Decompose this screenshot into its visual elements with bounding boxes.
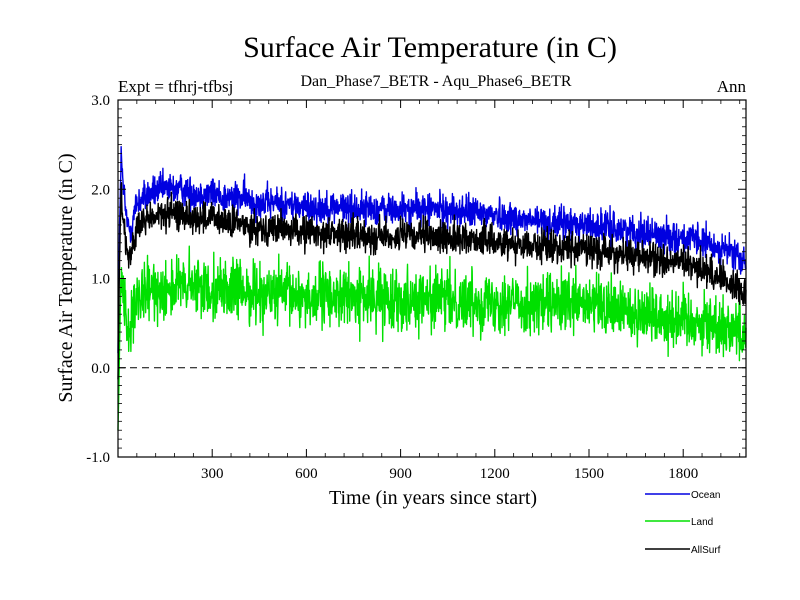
y-tick-label: 1.0 bbox=[91, 272, 110, 288]
y-tick-label: -1.0 bbox=[86, 450, 110, 466]
legend-label-ocean: Ocean bbox=[691, 490, 720, 501]
legend-label-land: Land bbox=[691, 517, 713, 528]
chart-title: Surface Air Temperature (in C) bbox=[243, 31, 617, 64]
season-label: Ann bbox=[717, 77, 747, 96]
series-line-ocean bbox=[117, 146, 747, 354]
y-tick-label: 2.0 bbox=[91, 182, 110, 198]
expt-label: Expt = tfhrj-tfbsj bbox=[118, 77, 233, 96]
x-tick-label: 900 bbox=[389, 466, 412, 482]
x-tick-label: 300 bbox=[201, 466, 224, 482]
x-tick-label: 1800 bbox=[668, 466, 698, 482]
plot-lines bbox=[117, 146, 747, 431]
y-tick-label: 0.0 bbox=[91, 361, 110, 377]
series-line-land bbox=[117, 245, 747, 431]
plot-axes: -1.0 0.0 1.0 2.0 3.0 300 600 900 1200 1500 1800 bbox=[86, 93, 747, 482]
x-tick-label: 1500 bbox=[574, 466, 604, 482]
chart-subtitle: Dan_Phase7_BETR - Aqu_Phase6_BETR bbox=[300, 73, 571, 90]
x-tick-label: 600 bbox=[295, 466, 318, 482]
series-line-allsurf bbox=[117, 182, 747, 380]
legend-label-allsurf: AllSurf bbox=[691, 545, 721, 556]
y-axis-label: Surface Air Temperature (in C) bbox=[55, 153, 77, 402]
x-tick-label: 1200 bbox=[480, 466, 510, 482]
y-tick-label: 3.0 bbox=[91, 93, 110, 109]
x-axis-label: Time (in years since start) bbox=[329, 487, 537, 509]
chart-legend: Ocean Land AllSurf bbox=[645, 490, 721, 556]
